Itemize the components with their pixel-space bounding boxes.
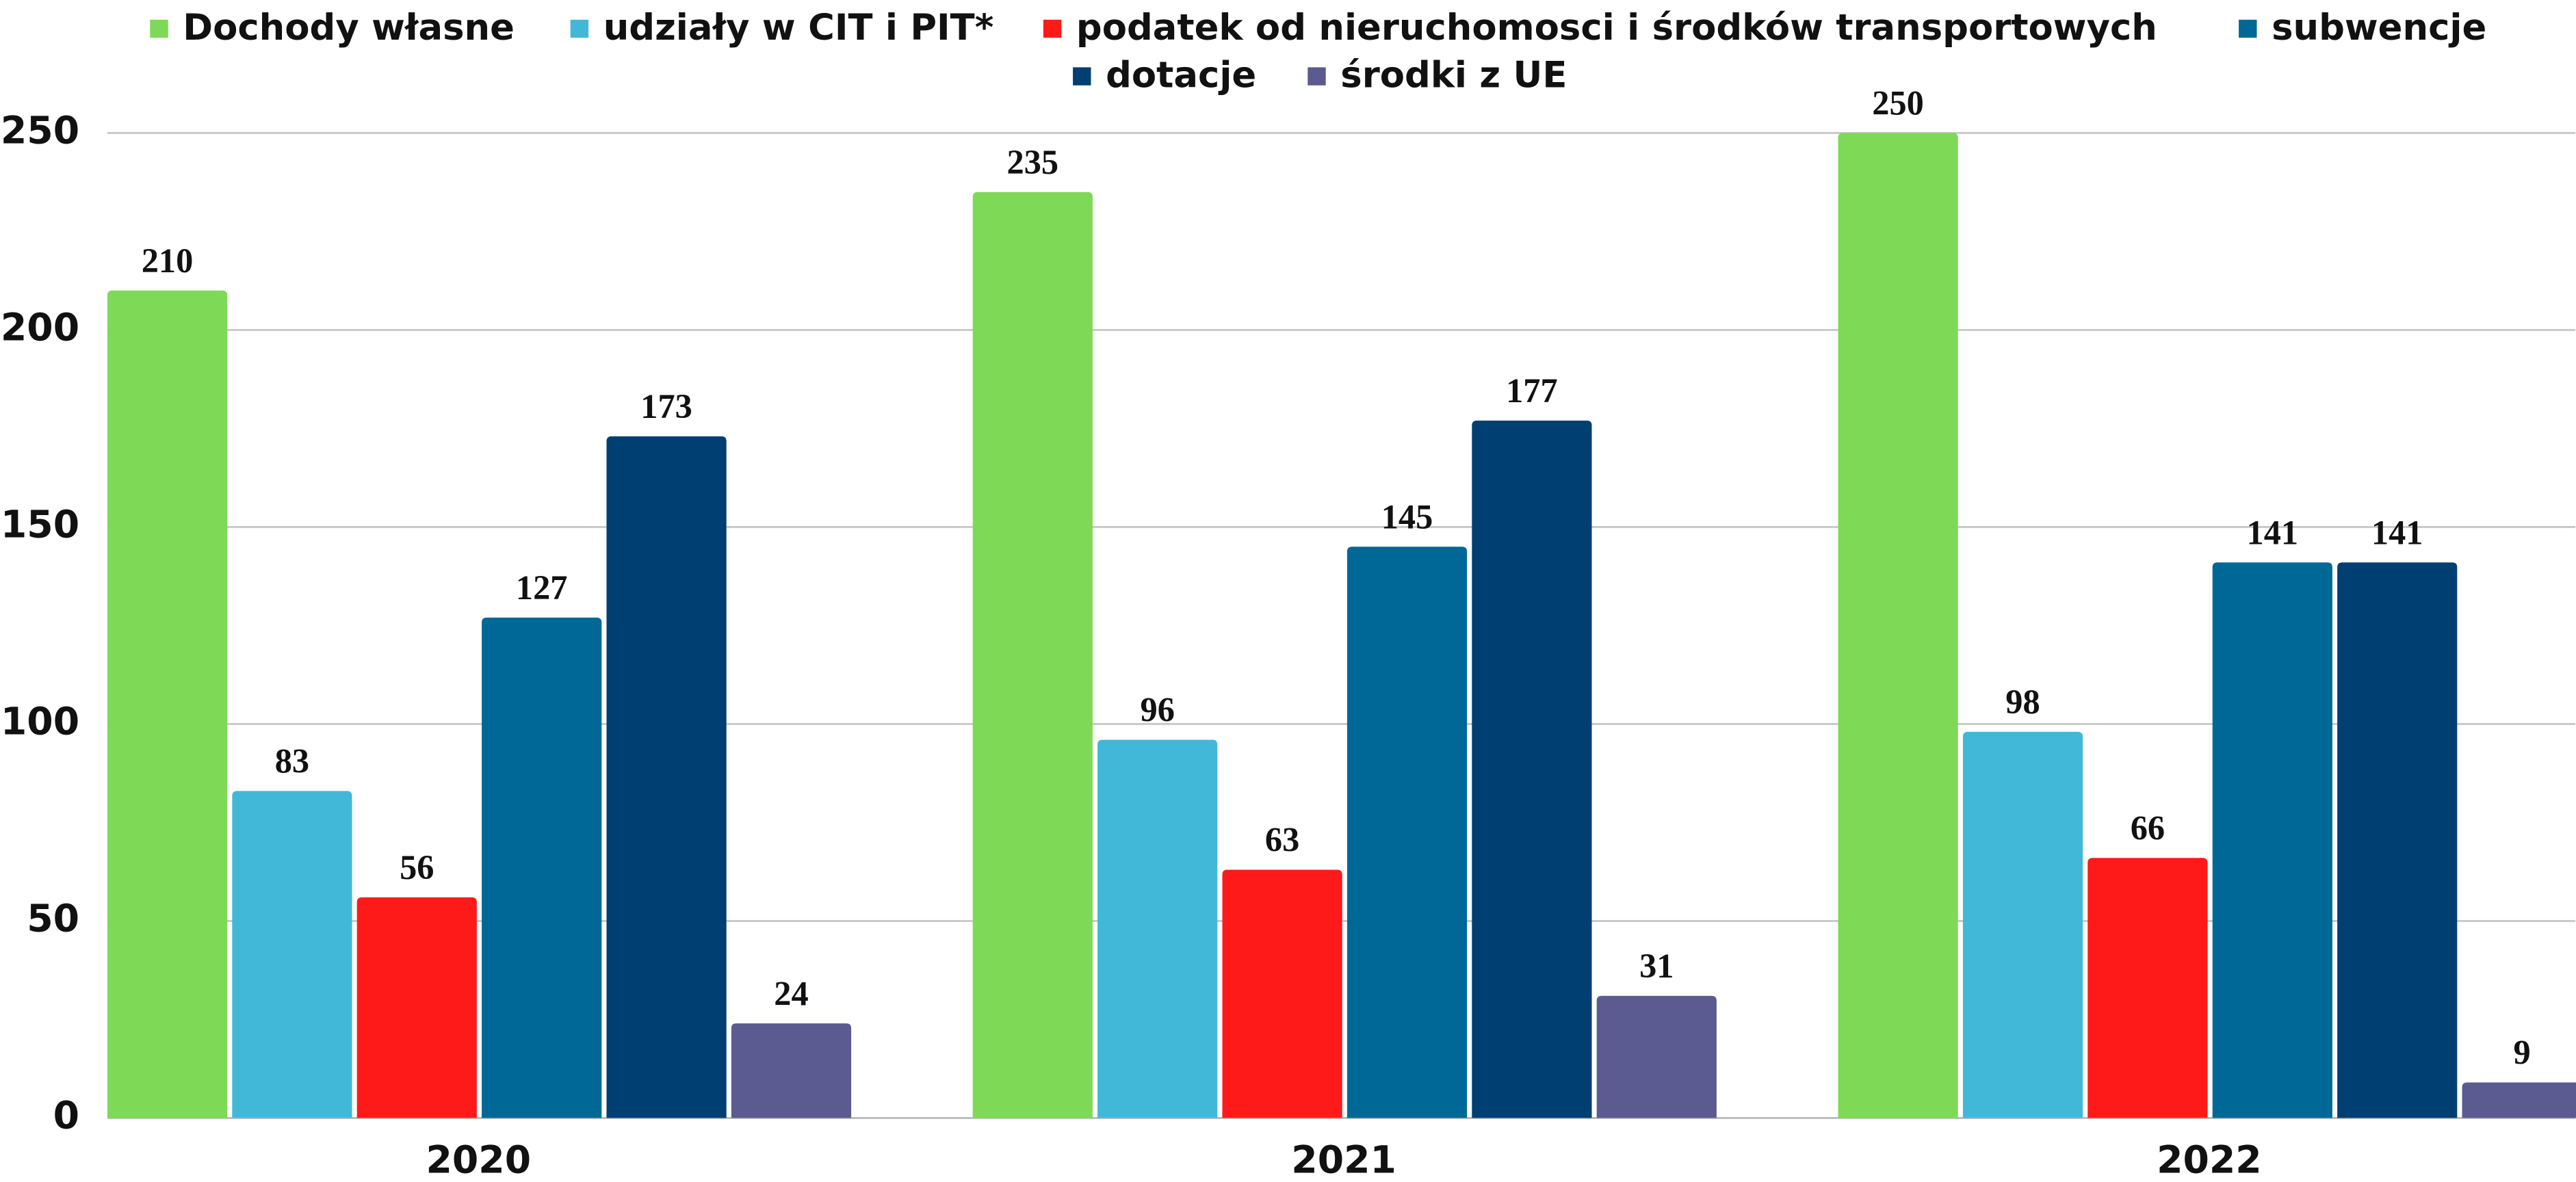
data-label: 177 xyxy=(1506,371,1558,410)
bar xyxy=(1097,739,1218,1118)
bar xyxy=(232,791,352,1118)
legend-swatch xyxy=(1307,67,1326,86)
legend-swatch xyxy=(1043,19,1062,38)
x-tick-label: 2020 xyxy=(426,1138,531,1182)
bar xyxy=(1472,420,1592,1118)
bar xyxy=(1838,133,1958,1118)
x-tick-label: 2022 xyxy=(2157,1138,2262,1182)
legend-label: środki z UE xyxy=(1340,54,1567,96)
legend-swatch xyxy=(150,19,168,38)
bar xyxy=(731,1023,852,1118)
bar xyxy=(2087,858,2208,1118)
legend-label: dotacje xyxy=(1106,54,1256,96)
bar xyxy=(1346,547,1468,1118)
legend-label: udziały w CIT i PIT* xyxy=(603,7,994,49)
y-tick-label: 50 xyxy=(27,897,79,941)
data-label: 127 xyxy=(516,568,568,607)
y-tick-label: 250 xyxy=(1,109,79,153)
y-tick-label: 150 xyxy=(1,503,79,547)
bar xyxy=(2212,562,2332,1118)
bar xyxy=(356,897,477,1118)
data-label: 66 xyxy=(2131,809,2165,847)
data-label: 83 xyxy=(275,741,309,780)
data-label: 96 xyxy=(1141,691,1175,729)
legend-label: Dochody własne xyxy=(183,7,515,49)
y-tick-label: 200 xyxy=(1,306,79,350)
bar xyxy=(1596,995,1717,1118)
bar xyxy=(482,617,602,1118)
data-label: 24 xyxy=(774,974,808,1012)
x-tick-label: 2021 xyxy=(1291,1138,1396,1182)
bar xyxy=(2337,562,2458,1118)
data-label: 141 xyxy=(2371,513,2423,551)
legend-label: podatek od nieruchomosci i środków trans… xyxy=(1076,7,2157,49)
data-label: 98 xyxy=(2005,683,2040,721)
legend-label: subwencje xyxy=(2272,7,2486,49)
data-label: 210 xyxy=(142,241,194,280)
y-tick-label: 0 xyxy=(53,1094,79,1138)
y-tick-label: 100 xyxy=(1,700,79,744)
legend-swatch xyxy=(2239,19,2257,38)
bar xyxy=(107,290,228,1118)
data-label: 9 xyxy=(2513,1034,2530,1072)
bar xyxy=(1962,731,2083,1118)
data-label: 56 xyxy=(400,848,434,886)
data-label: 63 xyxy=(1265,821,1299,859)
legend-swatch xyxy=(1073,67,1091,86)
data-label: 173 xyxy=(640,387,692,425)
bar xyxy=(606,436,727,1118)
data-label: 31 xyxy=(1639,947,1674,985)
data-label: 250 xyxy=(1872,84,1924,122)
legend-swatch xyxy=(570,19,589,38)
bar xyxy=(972,192,1093,1118)
data-label: 141 xyxy=(2247,513,2299,551)
bar xyxy=(2462,1082,2576,1118)
bar xyxy=(1222,869,1342,1118)
data-label: 235 xyxy=(1007,143,1059,181)
data-label: 145 xyxy=(1381,497,1433,536)
